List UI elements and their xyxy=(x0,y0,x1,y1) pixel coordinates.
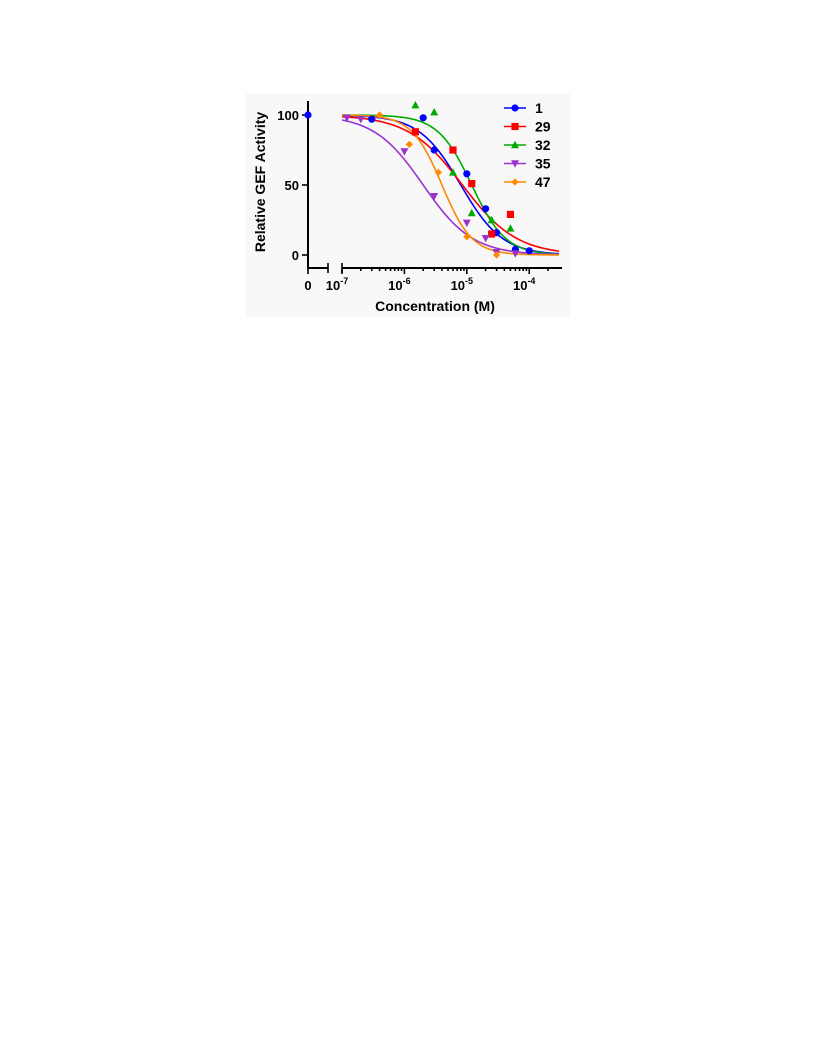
data-point-32 xyxy=(487,215,496,224)
data-point-32 xyxy=(430,108,439,116)
legend-label-32: 32 xyxy=(535,137,551,153)
data-point-1 xyxy=(525,247,533,255)
data-point-35 xyxy=(481,235,490,243)
legend-label-1: 1 xyxy=(535,100,543,116)
data-point-35 xyxy=(462,219,471,227)
data-point-32 xyxy=(411,101,420,109)
data-point-35 xyxy=(400,148,409,156)
data-point-35 xyxy=(511,250,520,258)
chart-svg: 0 50 100 Relative GEF Activity 0 10-7 10-6 10-5… xyxy=(252,100,562,314)
x-tick-label: 10-6 xyxy=(388,276,410,293)
data-point-1 xyxy=(368,115,376,123)
legend-marker-35 xyxy=(511,160,519,168)
x-axis-title: Concentration (M) xyxy=(375,298,495,314)
fit-curve-35 xyxy=(341,119,560,256)
data-point-32 xyxy=(467,208,476,217)
data-point-35 xyxy=(342,114,351,122)
dose-response-chart: 0 50 100 Relative GEF Activity 0 10-7 10-6 10-5… xyxy=(246,93,570,317)
y-tick-label: 0 xyxy=(292,248,299,263)
y-tick-label: 100 xyxy=(277,108,299,123)
legend-label-47: 47 xyxy=(535,174,551,190)
data-point-29 xyxy=(449,146,457,154)
data-point-1 xyxy=(482,205,490,213)
data-point-29 xyxy=(411,128,419,136)
data-point-47 xyxy=(405,140,413,148)
data-point-32 xyxy=(448,168,457,176)
data-point-1 xyxy=(430,146,438,154)
x-tick-label-zero: 0 xyxy=(304,278,311,293)
x-tick-label: 10-4 xyxy=(513,276,535,293)
fit-curve-47 xyxy=(341,114,559,256)
fit-curve-32 xyxy=(342,114,560,255)
legend-label-29: 29 xyxy=(535,119,551,135)
data-point-29 xyxy=(468,180,476,188)
data-point-47 xyxy=(492,251,501,259)
fit-curve-1 xyxy=(341,114,560,255)
fit-curve-29 xyxy=(341,115,560,252)
legend-label-35: 35 xyxy=(535,156,551,172)
legend-marker-47 xyxy=(511,178,519,186)
y-tick-label: 50 xyxy=(285,178,299,193)
legend-marker-1 xyxy=(511,104,519,112)
data-point-47 xyxy=(434,168,442,176)
data-point-32 xyxy=(506,224,515,232)
data-point-35 xyxy=(356,116,365,124)
data-point-1 xyxy=(419,114,427,122)
x-tick-label: 10-5 xyxy=(451,276,473,293)
data-point-1 xyxy=(463,170,471,178)
legend-marker-32 xyxy=(511,140,519,149)
data-point-29 xyxy=(488,230,496,238)
y-axis-title: Relative GEF Activity xyxy=(252,112,268,253)
data-point-1 xyxy=(304,111,312,119)
legend-marker-29 xyxy=(511,122,519,131)
data-point-35 xyxy=(430,193,439,201)
data-point-29 xyxy=(506,210,515,218)
x-tick-label: 10-7 xyxy=(326,276,348,293)
